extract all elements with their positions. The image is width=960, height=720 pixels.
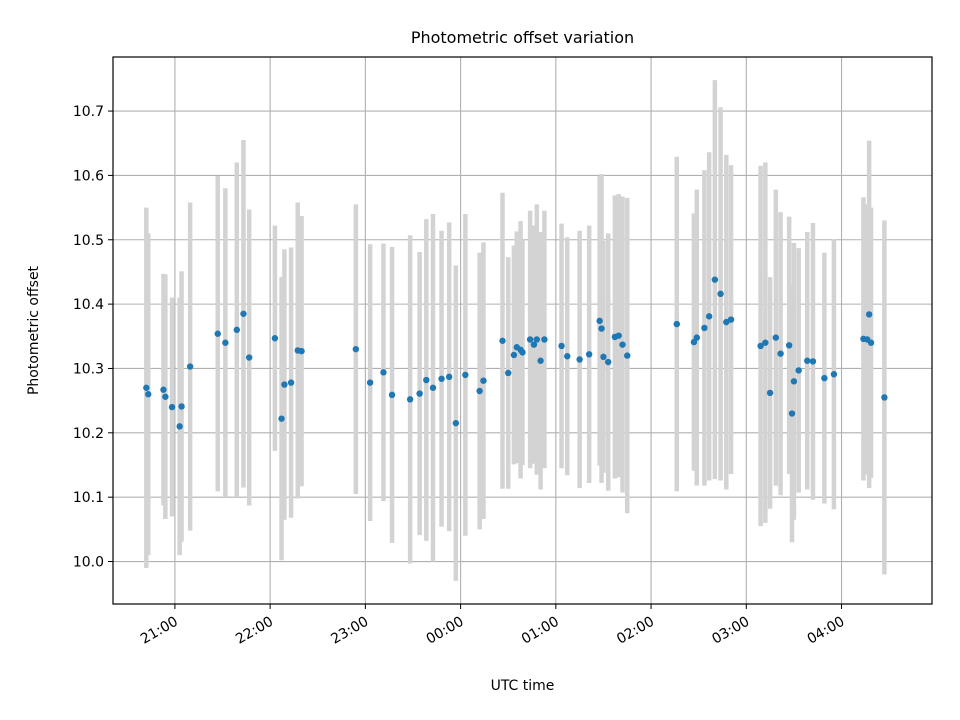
data-point: [809, 358, 817, 365]
data-point: [795, 367, 802, 374]
data-point: [865, 311, 873, 318]
data-point: [406, 396, 414, 403]
data-point: [777, 350, 784, 357]
data-point: [452, 419, 460, 427]
data-point: [519, 349, 526, 356]
data-point: [281, 381, 288, 388]
data-point: [214, 330, 221, 337]
data-point: [766, 389, 774, 397]
data-points: [143, 276, 888, 430]
data-point: [619, 341, 626, 348]
data-point: [388, 391, 396, 399]
y-axis-ticks: 10.0 10.1 10.2 10.3 10.4 10.5 10.6 10.7: [73, 104, 113, 571]
data-point: [564, 353, 571, 360]
data-point: [162, 393, 169, 400]
data-point: [867, 339, 875, 346]
y-tick-label: 10.1: [73, 490, 104, 506]
y-tick-label: 10.6: [73, 168, 104, 184]
y-tick-label: 10.7: [73, 104, 104, 120]
y-axis-label: Photometric offset: [26, 265, 42, 395]
data-point: [705, 313, 713, 320]
data-point: [596, 317, 603, 325]
data-point: [600, 353, 607, 361]
data-point: [429, 384, 437, 391]
data-point: [576, 356, 583, 363]
data-point: [499, 337, 506, 344]
chart-title: Photometric offset variation: [411, 28, 634, 47]
data-point: [615, 332, 622, 339]
data-point: [772, 334, 780, 341]
data-point: [145, 391, 152, 398]
data-point: [830, 371, 838, 378]
data-point: [790, 378, 798, 385]
data-point: [541, 336, 548, 343]
data-point: [788, 410, 796, 417]
data-point: [416, 390, 423, 397]
data-point: [757, 342, 764, 350]
data-point: [240, 310, 247, 317]
data-point: [438, 375, 445, 382]
data-point: [727, 316, 735, 323]
data-point: [186, 363, 194, 370]
data-point: [785, 342, 793, 349]
data-point: [176, 423, 183, 430]
data-point: [717, 290, 724, 298]
data-point: [271, 335, 279, 342]
data-point: [462, 371, 469, 379]
data-point: [480, 377, 487, 384]
data-point: [881, 394, 888, 401]
data-point: [476, 387, 483, 395]
data-point: [278, 415, 285, 422]
data-point: [445, 373, 453, 381]
x-axis-label: UTC time: [491, 678, 555, 694]
data-point: [178, 403, 185, 410]
data-point: [762, 339, 769, 346]
data-point: [585, 351, 593, 358]
data-point: [287, 379, 295, 386]
data-point: [701, 324, 708, 332]
data-point: [530, 341, 538, 348]
data-point: [233, 326, 241, 334]
data-point: [558, 342, 565, 350]
data-point: [526, 336, 534, 343]
data-point: [723, 318, 730, 326]
data-point: [366, 379, 374, 386]
data-point: [143, 384, 150, 391]
y-tick-label: 10.3: [73, 361, 104, 377]
y-tick-label: 10.4: [73, 297, 104, 313]
y-tick-label: 10.5: [73, 233, 104, 249]
data-point: [505, 369, 512, 377]
y-tick-label: 10.2: [73, 426, 104, 442]
data-point: [673, 320, 680, 328]
data-point: [423, 376, 430, 384]
data-point: [352, 345, 360, 353]
data-point: [245, 354, 253, 361]
data-point: [160, 386, 167, 393]
data-point: [510, 351, 518, 359]
data-point: [533, 336, 540, 343]
data-point: [804, 357, 811, 364]
data-point: [222, 339, 229, 346]
data-point: [624, 352, 631, 359]
data-point: [693, 334, 700, 341]
data-point: [605, 358, 612, 366]
data-point: [298, 347, 305, 355]
data-point: [168, 403, 176, 411]
data-point: [537, 357, 544, 364]
plot-frame: [112, 56, 933, 605]
data-point: [821, 374, 828, 382]
data-point: [711, 276, 719, 283]
data-point: [380, 369, 387, 376]
y-tick-label: 10.0: [73, 555, 104, 571]
data-point: [598, 325, 605, 332]
